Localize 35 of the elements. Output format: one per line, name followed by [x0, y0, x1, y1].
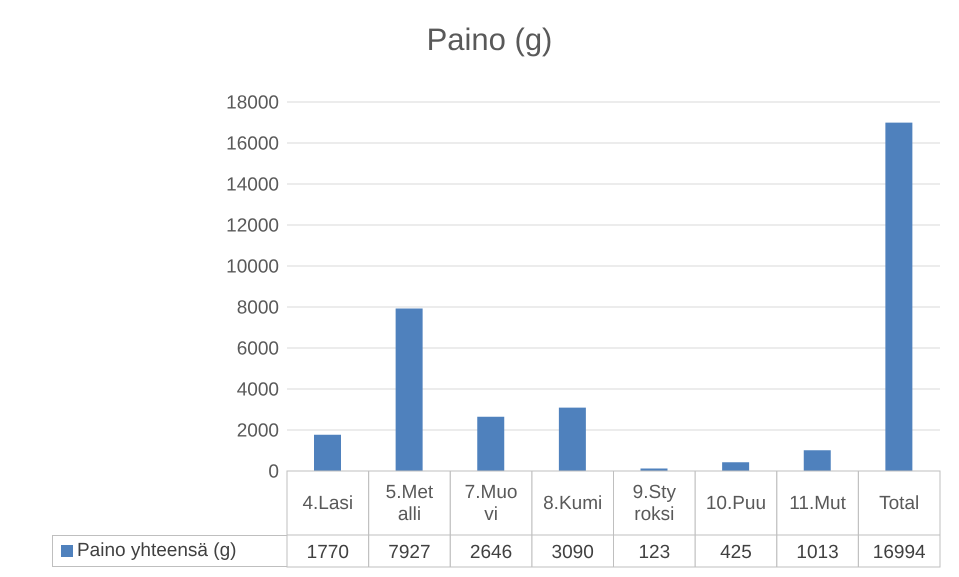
bar — [558, 408, 586, 471]
x-tick-label: 11.Mut — [789, 493, 847, 514]
x-tick-label: 5.Metalli — [386, 482, 434, 525]
bar — [722, 462, 750, 471]
x-tick-label: 4.Lasi — [302, 493, 354, 514]
y-tick-label: 18000 — [226, 92, 279, 114]
y-tick-label: 14000 — [226, 174, 279, 196]
bar — [396, 308, 423, 471]
x-tick-label: 9.Styroksi — [632, 482, 676, 525]
bar — [314, 434, 341, 471]
x-tick-label: 8.Kumi — [543, 493, 602, 514]
chart-title: Paino (g) — [426, 22, 552, 57]
data-label: 16994 — [872, 542, 926, 563]
bar — [477, 416, 504, 471]
y-tick-label: 12000 — [226, 216, 279, 237]
data-label: 123 — [638, 542, 670, 563]
legend-label: Paino yhteensä (g) — [77, 540, 236, 562]
data-label: 1013 — [796, 542, 839, 563]
x-tick-label: Total — [879, 493, 920, 514]
x-tick-label: 10.Puu — [706, 493, 766, 514]
data-label: 1770 — [306, 542, 349, 563]
y-tick-label: 6000 — [236, 338, 279, 360]
y-tick-label: 2000 — [236, 420, 279, 442]
y-tick-label: 4000 — [236, 380, 279, 401]
y-tick-label: 10000 — [226, 256, 279, 278]
bar — [885, 122, 912, 471]
bar — [804, 450, 831, 471]
data-label: 425 — [720, 542, 752, 563]
data-label: 2646 — [470, 542, 512, 563]
data-label: 7927 — [388, 542, 431, 563]
data-label: 3090 — [552, 542, 594, 563]
y-tick-label: 8000 — [236, 298, 279, 319]
x-tick-label: 7.Muovi — [464, 482, 518, 525]
y-tick-label: 16000 — [226, 134, 279, 155]
y-tick-label: 0 — [268, 462, 279, 483]
